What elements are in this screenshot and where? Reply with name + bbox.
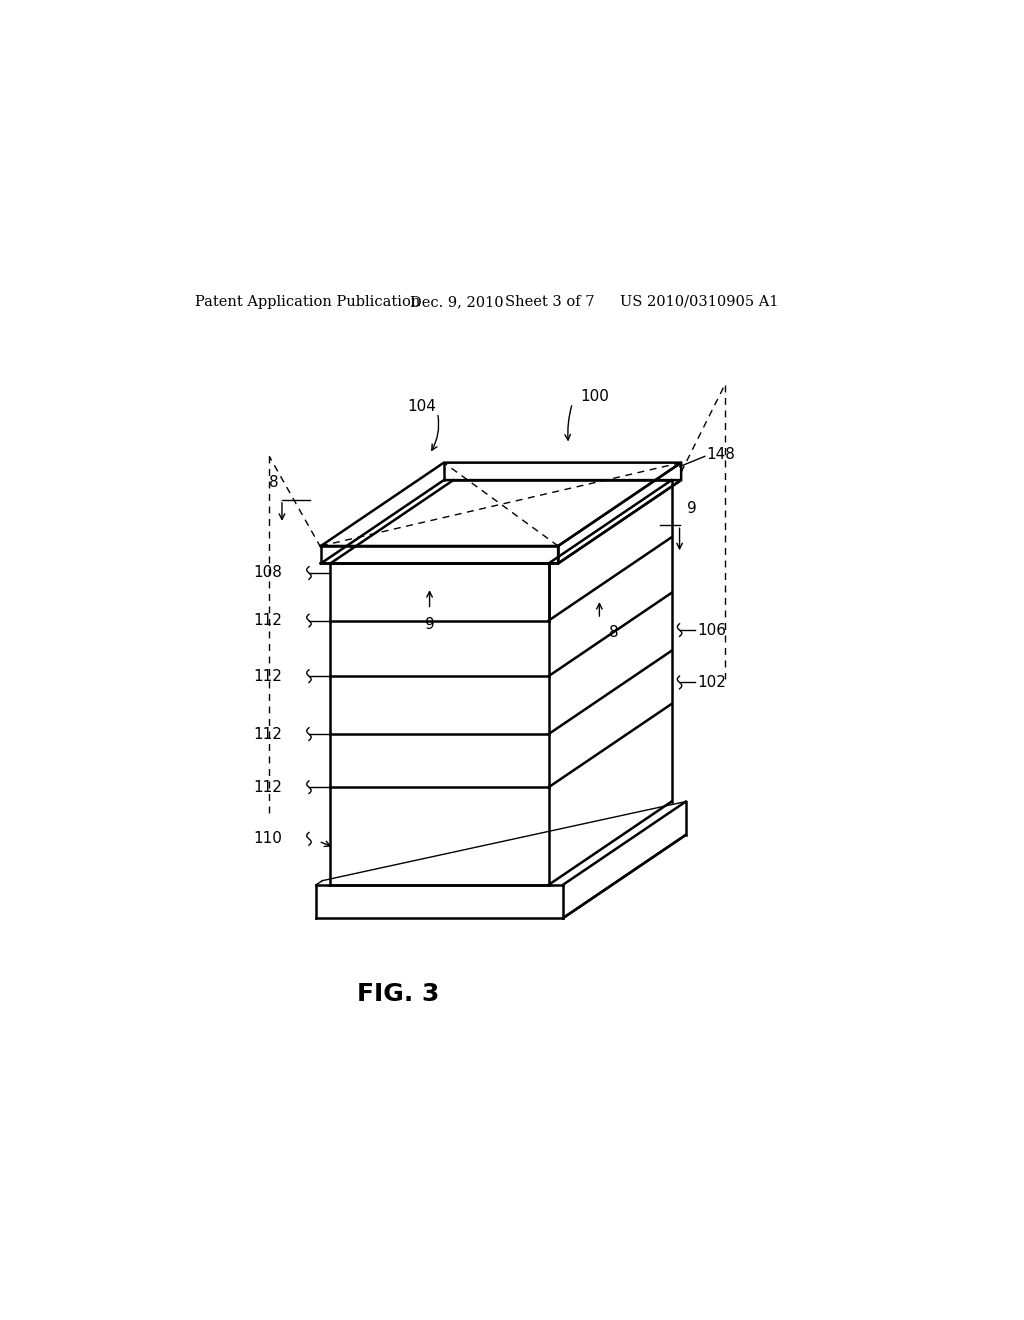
Text: FIG. 3: FIG. 3 — [356, 982, 439, 1006]
Text: Patent Application Publication: Patent Application Publication — [196, 294, 421, 309]
Text: 102: 102 — [697, 675, 727, 690]
Text: 8: 8 — [269, 475, 279, 491]
Text: 112: 112 — [253, 780, 282, 795]
Text: Dec. 9, 2010: Dec. 9, 2010 — [410, 294, 504, 309]
Text: 112: 112 — [253, 726, 282, 742]
Text: 110: 110 — [253, 832, 282, 846]
Text: 9: 9 — [687, 500, 697, 516]
Text: 9: 9 — [425, 616, 434, 631]
Text: 8: 8 — [609, 624, 618, 639]
Text: 100: 100 — [581, 389, 609, 404]
Text: Sheet 3 of 7: Sheet 3 of 7 — [505, 294, 595, 309]
Text: 104: 104 — [408, 399, 436, 413]
Text: 112: 112 — [253, 669, 282, 684]
Text: 112: 112 — [253, 612, 282, 628]
Text: 148: 148 — [707, 447, 735, 462]
Text: US 2010/0310905 A1: US 2010/0310905 A1 — [620, 294, 778, 309]
Text: 106: 106 — [697, 623, 727, 638]
Text: 108: 108 — [253, 565, 282, 581]
